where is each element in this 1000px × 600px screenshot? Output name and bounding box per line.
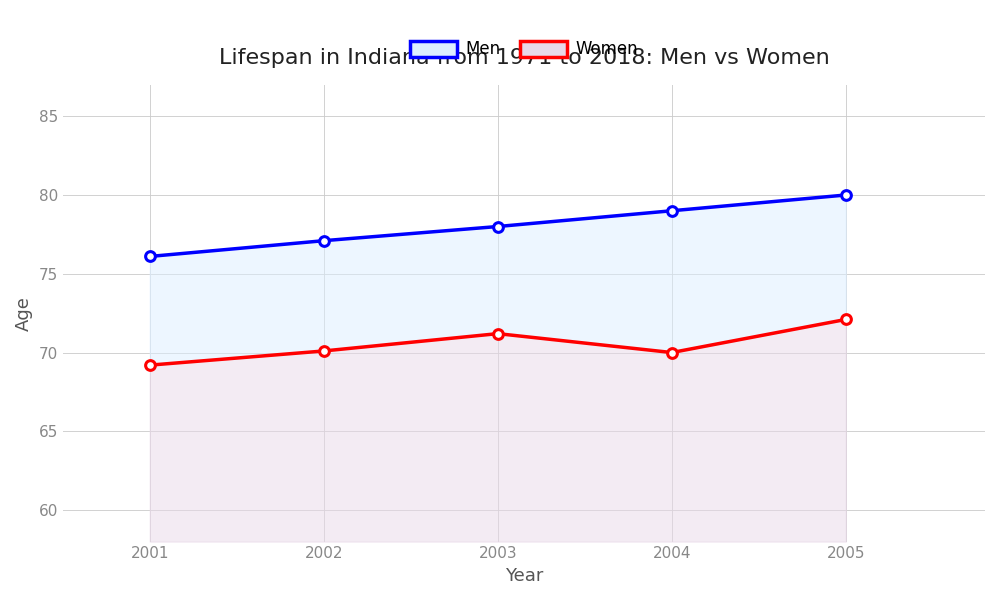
Y-axis label: Age: Age <box>15 296 33 331</box>
Legend: Men, Women: Men, Women <box>403 34 644 65</box>
Title: Lifespan in Indiana from 1971 to 2018: Men vs Women: Lifespan in Indiana from 1971 to 2018: M… <box>219 48 829 68</box>
X-axis label: Year: Year <box>505 567 543 585</box>
